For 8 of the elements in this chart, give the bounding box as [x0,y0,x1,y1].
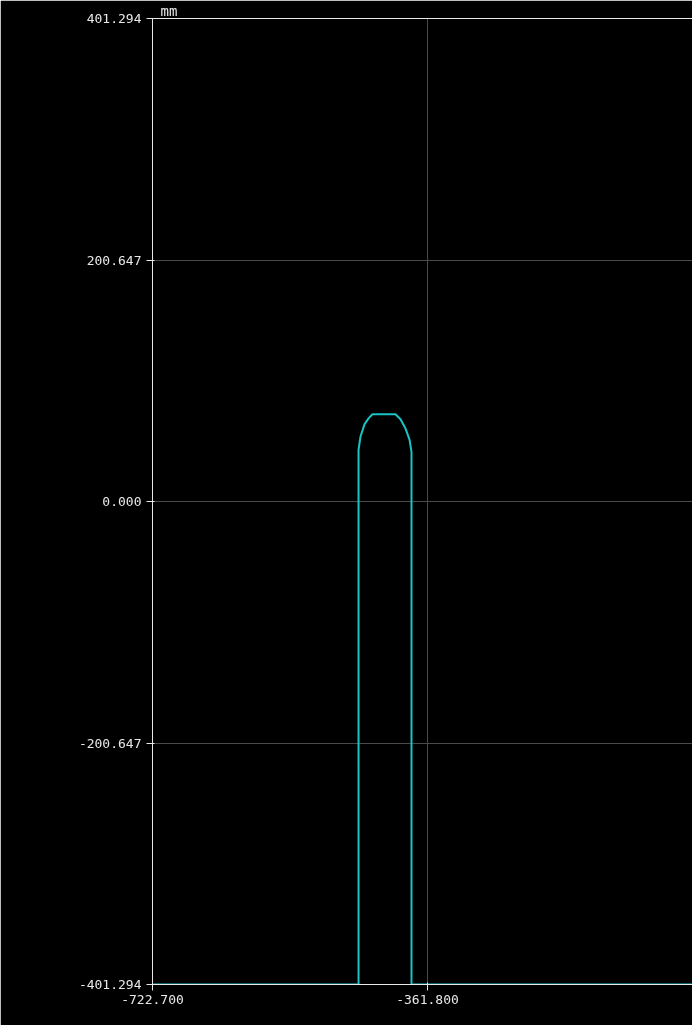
x-tick-label: -722.700 [121,991,184,1007]
y-tick-label: 200.647 [86,252,142,268]
y-axis-title: mm [160,2,178,19]
y-tick-label: 401.294 [86,11,142,26]
y-tick-label: -200.647 [78,735,142,751]
y-tick-label: 0.000 [102,494,142,509]
y-tick-label: -401.294 [78,977,142,992]
x-tick-label: -361.800 [396,991,459,1007]
